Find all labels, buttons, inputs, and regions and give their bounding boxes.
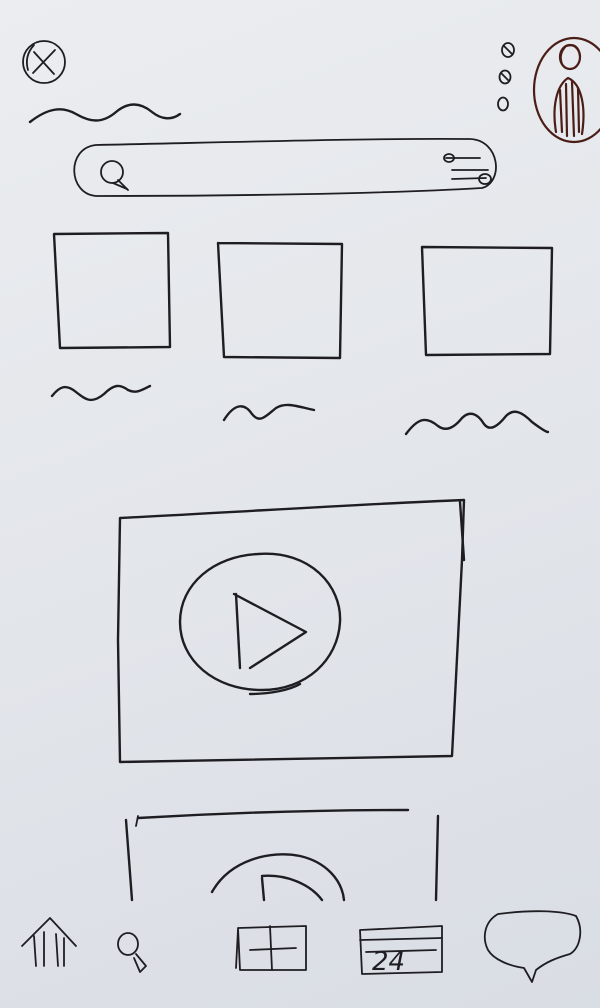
search-icon xyxy=(117,932,147,973)
nav-add[interactable] xyxy=(235,925,307,971)
search-icon xyxy=(100,160,129,191)
video-player[interactable] xyxy=(116,498,466,764)
page-title-placeholder xyxy=(28,103,182,124)
thumbnail-caption-placeholder xyxy=(50,384,152,402)
nav-chat[interactable] xyxy=(483,910,582,983)
search-bar[interactable] xyxy=(73,137,497,197)
play-icon xyxy=(260,874,324,902)
add-icon xyxy=(235,925,307,971)
nav-home[interactable] xyxy=(21,917,77,967)
video-card-partial[interactable] xyxy=(124,808,440,902)
thumbnail-caption-placeholder xyxy=(404,410,550,436)
bottom-nav: 24 xyxy=(21,910,582,983)
thumbnail-card[interactable] xyxy=(50,231,172,402)
thumbnail-card[interactable] xyxy=(404,245,554,436)
nav-search[interactable] xyxy=(117,932,147,973)
thumbnail-caption-placeholder xyxy=(222,403,316,422)
play-icon xyxy=(232,592,308,670)
filter-sliders-icon[interactable] xyxy=(443,153,492,185)
calendar-icon xyxy=(359,925,443,975)
close-icon xyxy=(33,51,55,75)
close-button[interactable] xyxy=(22,40,66,84)
kebab-menu-icon[interactable] xyxy=(497,42,515,112)
home-icon xyxy=(21,917,77,967)
user-avatar-icon[interactable] xyxy=(532,36,600,144)
calendar-date-label: 24 xyxy=(372,947,405,977)
nav-calendar[interactable]: 24 xyxy=(359,925,443,977)
play-button[interactable] xyxy=(178,552,342,696)
chat-icon xyxy=(483,910,582,983)
thumbnail-card[interactable] xyxy=(216,241,344,422)
